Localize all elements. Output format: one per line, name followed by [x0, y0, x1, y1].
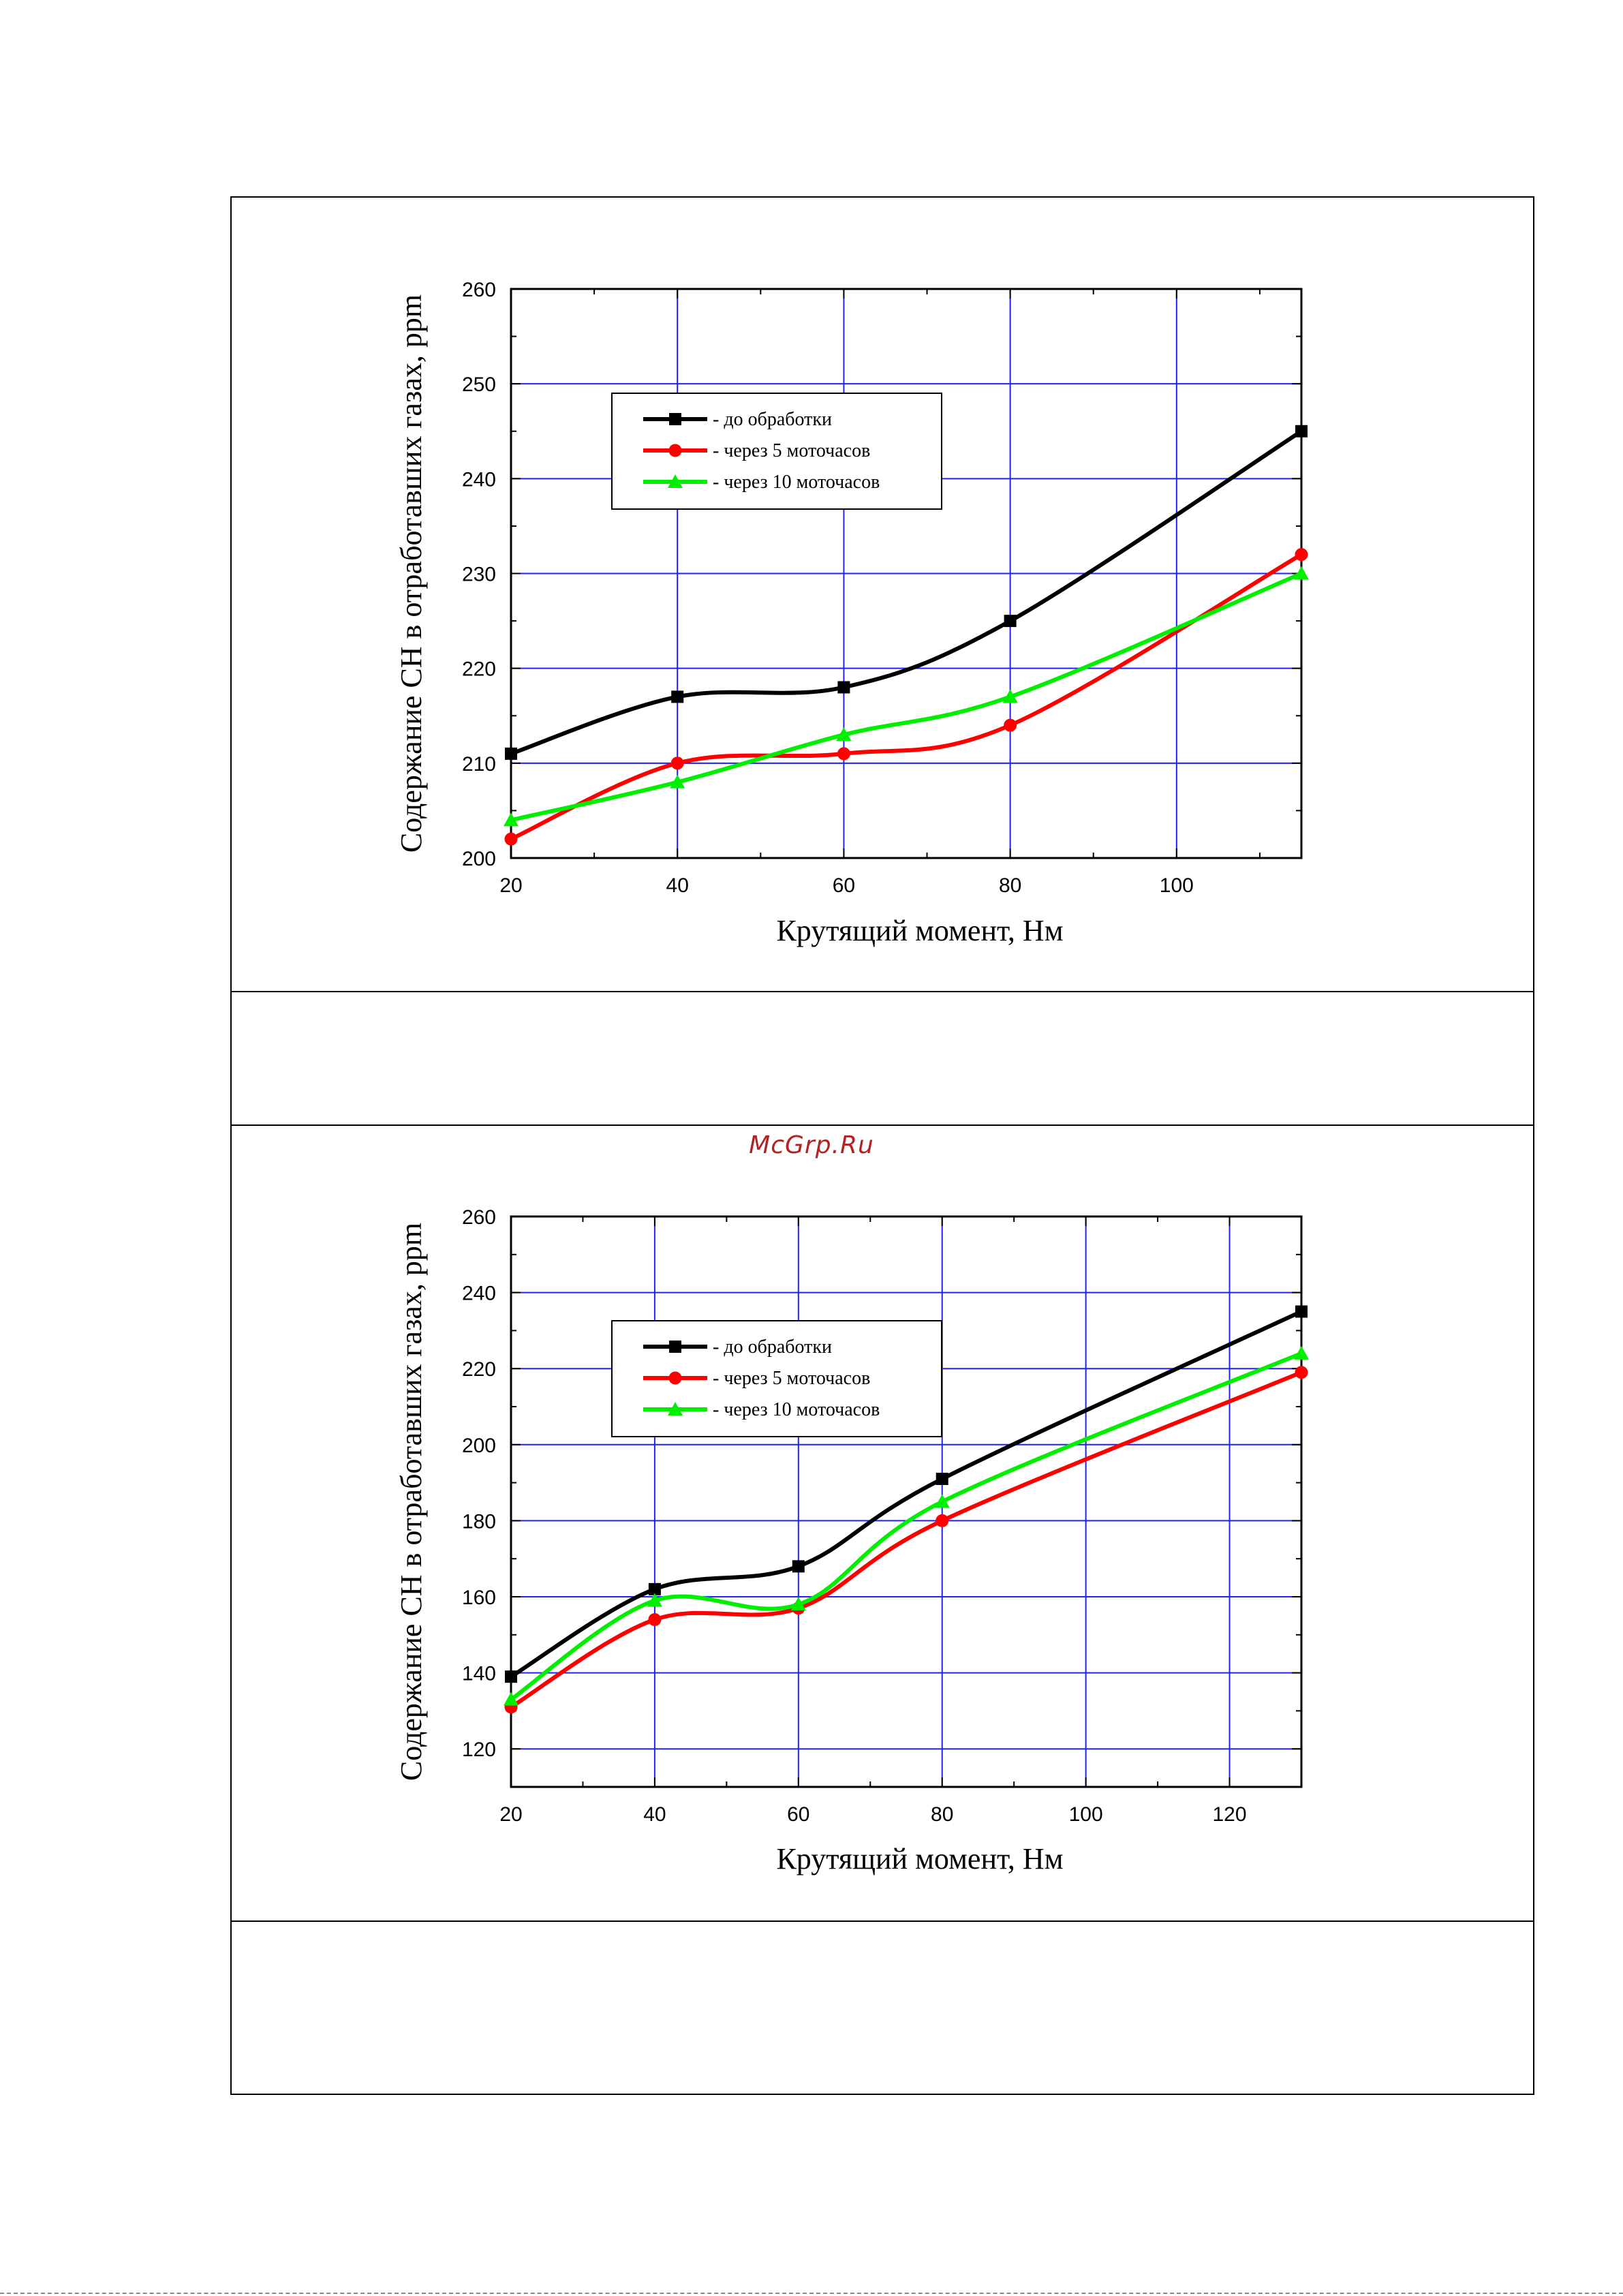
chart2-point-2: [1295, 1366, 1308, 1379]
chart2-legend-marker-1: [669, 1341, 681, 1353]
bottom-rule: [0, 2293, 1623, 2294]
chart2-y-tick-label: 220: [462, 1358, 496, 1381]
chart2-point-2: [648, 1613, 661, 1626]
chart2-legend-label-2: - через 5 моточасов: [713, 1368, 870, 1389]
chart2-x-tick-label: 80: [931, 1803, 953, 1826]
chart2-legend-label-1: - до обработки: [713, 1336, 832, 1358]
chart2-x-tick-label: 20: [499, 1803, 522, 1826]
chart2-point-3: [1294, 1346, 1309, 1360]
chart2-y-tick-label: 240: [462, 1283, 496, 1305]
chart2-x-tick-label: 60: [787, 1803, 809, 1826]
chart2-ticks: [511, 1216, 1301, 1787]
chart2-x-axis-label: Крутящий момент, Нм: [776, 1842, 1063, 1876]
chart2-x-tick-label: 120: [1213, 1803, 1247, 1826]
chart2-point-1: [505, 1670, 517, 1683]
chart2-y-tick-label: 140: [462, 1663, 496, 1685]
chart2-x-tick-label: 100: [1069, 1803, 1103, 1826]
chart2-y-tick-label: 260: [462, 1206, 496, 1229]
chart2-y-axis-label: Содержание СН в отработавших газах, ppm: [395, 1223, 428, 1781]
chart2-legend-label-3: - через 10 моточасов: [713, 1399, 880, 1420]
chart-2: 20 40 60 80 100 120 120 140 160 180 200 220 240 260 Кр…: [0, 0, 1623, 1908]
chart2-plot-frame: [511, 1216, 1301, 1787]
chart2-legend: - до обработки - через 5 моточасов - через…: [612, 1321, 942, 1437]
chart2-y-tick-label: 120: [462, 1739, 496, 1761]
chart2-y-tick-label: 180: [462, 1510, 496, 1533]
chart2-grid: [511, 1216, 1301, 1787]
chart2-point-2: [936, 1514, 948, 1527]
chart2-point-1: [792, 1560, 805, 1572]
chart2-legend-marker-2: [669, 1372, 682, 1385]
chart2-point-1: [1295, 1306, 1308, 1318]
chart2-point-1: [936, 1473, 948, 1485]
chart2-y-tick-label: 160: [462, 1587, 496, 1609]
chart2-y-tick-label: 200: [462, 1435, 496, 1457]
divider-3: [232, 1920, 1533, 1922]
chart2-x-tick-label: 40: [643, 1803, 666, 1826]
